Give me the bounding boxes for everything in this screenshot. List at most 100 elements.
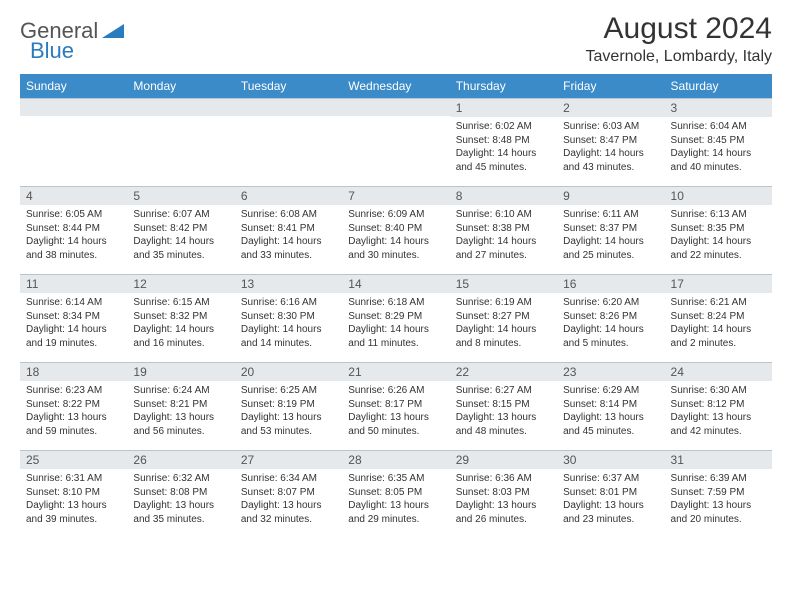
- daylight-text: Daylight: 14 hours and 35 minutes.: [133, 235, 228, 262]
- sunset-text: Sunset: 8:01 PM: [563, 486, 658, 500]
- calendar-week-row: 11Sunrise: 6:14 AMSunset: 8:34 PMDayligh…: [20, 275, 772, 363]
- sunset-text: Sunset: 8:44 PM: [26, 222, 121, 236]
- day-cell: 22Sunrise: 6:27 AMSunset: 8:15 PMDayligh…: [450, 363, 557, 451]
- daylight-text: Daylight: 14 hours and 8 minutes.: [456, 323, 551, 350]
- day-cell: 16Sunrise: 6:20 AMSunset: 8:26 PMDayligh…: [557, 275, 664, 363]
- sunset-text: Sunset: 8:14 PM: [563, 398, 658, 412]
- empty-day-number: [235, 99, 342, 116]
- day-number: 22: [450, 363, 557, 381]
- day-details: Sunrise: 6:18 AMSunset: 8:29 PMDaylight:…: [342, 293, 449, 354]
- weekday-header: Friday: [557, 74, 664, 99]
- day-number: 28: [342, 451, 449, 469]
- daylight-text: Daylight: 14 hours and 43 minutes.: [563, 147, 658, 174]
- day-details: Sunrise: 6:04 AMSunset: 8:45 PMDaylight:…: [665, 117, 772, 178]
- daylight-text: Daylight: 13 hours and 56 minutes.: [133, 411, 228, 438]
- daylight-text: Daylight: 14 hours and 16 minutes.: [133, 323, 228, 350]
- weekday-header: Sunday: [20, 74, 127, 99]
- day-details: Sunrise: 6:39 AMSunset: 7:59 PMDaylight:…: [665, 469, 772, 530]
- sunrise-text: Sunrise: 6:32 AM: [133, 472, 228, 486]
- sunset-text: Sunset: 8:27 PM: [456, 310, 551, 324]
- daylight-text: Daylight: 13 hours and 50 minutes.: [348, 411, 443, 438]
- day-number: 6: [235, 187, 342, 205]
- day-cell: 25Sunrise: 6:31 AMSunset: 8:10 PMDayligh…: [20, 451, 127, 539]
- day-number: 20: [235, 363, 342, 381]
- sunrise-text: Sunrise: 6:08 AM: [241, 208, 336, 222]
- daylight-text: Daylight: 14 hours and 19 minutes.: [26, 323, 121, 350]
- day-cell: 5Sunrise: 6:07 AMSunset: 8:42 PMDaylight…: [127, 187, 234, 275]
- sunrise-text: Sunrise: 6:02 AM: [456, 120, 551, 134]
- sunrise-text: Sunrise: 6:39 AM: [671, 472, 766, 486]
- daylight-text: Daylight: 14 hours and 27 minutes.: [456, 235, 551, 262]
- sunrise-text: Sunrise: 6:05 AM: [26, 208, 121, 222]
- day-number: 17: [665, 275, 772, 293]
- weekday-header: Wednesday: [342, 74, 449, 99]
- day-number: 27: [235, 451, 342, 469]
- sunrise-text: Sunrise: 6:11 AM: [563, 208, 658, 222]
- sunset-text: Sunset: 8:42 PM: [133, 222, 228, 236]
- sunrise-text: Sunrise: 6:07 AM: [133, 208, 228, 222]
- day-details: Sunrise: 6:09 AMSunset: 8:40 PMDaylight:…: [342, 205, 449, 266]
- sunset-text: Sunset: 8:07 PM: [241, 486, 336, 500]
- sunrise-text: Sunrise: 6:34 AM: [241, 472, 336, 486]
- sunset-text: Sunset: 8:19 PM: [241, 398, 336, 412]
- day-details: Sunrise: 6:27 AMSunset: 8:15 PMDaylight:…: [450, 381, 557, 442]
- sunrise-text: Sunrise: 6:21 AM: [671, 296, 766, 310]
- daylight-text: Daylight: 13 hours and 59 minutes.: [26, 411, 121, 438]
- day-cell: 24Sunrise: 6:30 AMSunset: 8:12 PMDayligh…: [665, 363, 772, 451]
- weekday-header: Saturday: [665, 74, 772, 99]
- sunrise-text: Sunrise: 6:31 AM: [26, 472, 121, 486]
- sunrise-text: Sunrise: 6:16 AM: [241, 296, 336, 310]
- daylight-text: Daylight: 14 hours and 40 minutes.: [671, 147, 766, 174]
- daylight-text: Daylight: 13 hours and 39 minutes.: [26, 499, 121, 526]
- day-number: 24: [665, 363, 772, 381]
- sunrise-text: Sunrise: 6:18 AM: [348, 296, 443, 310]
- day-details: Sunrise: 6:02 AMSunset: 8:48 PMDaylight:…: [450, 117, 557, 178]
- sunset-text: Sunset: 8:17 PM: [348, 398, 443, 412]
- sunset-text: Sunset: 8:22 PM: [26, 398, 121, 412]
- empty-day-number: [127, 99, 234, 116]
- day-cell: 12Sunrise: 6:15 AMSunset: 8:32 PMDayligh…: [127, 275, 234, 363]
- daylight-text: Daylight: 13 hours and 26 minutes.: [456, 499, 551, 526]
- day-details: Sunrise: 6:36 AMSunset: 8:03 PMDaylight:…: [450, 469, 557, 530]
- day-cell: 18Sunrise: 6:23 AMSunset: 8:22 PMDayligh…: [20, 363, 127, 451]
- day-details: Sunrise: 6:32 AMSunset: 8:08 PMDaylight:…: [127, 469, 234, 530]
- sunrise-text: Sunrise: 6:14 AM: [26, 296, 121, 310]
- day-details: Sunrise: 6:11 AMSunset: 8:37 PMDaylight:…: [557, 205, 664, 266]
- day-cell: 6 Sunrise: 6:08 AMSunset: 8:41 PMDaylight…: [235, 187, 342, 275]
- daylight-text: Daylight: 13 hours and 48 minutes.: [456, 411, 551, 438]
- day-details: Sunrise: 6:10 AMSunset: 8:38 PMDaylight:…: [450, 205, 557, 266]
- sunset-text: Sunset: 8:15 PM: [456, 398, 551, 412]
- sunrise-text: Sunrise: 6:36 AM: [456, 472, 551, 486]
- sunset-text: Sunset: 8:05 PM: [348, 486, 443, 500]
- day-details: Sunrise: 6:23 AMSunset: 8:22 PMDaylight:…: [20, 381, 127, 442]
- sunset-text: Sunset: 8:12 PM: [671, 398, 766, 412]
- sunrise-text: Sunrise: 6:10 AM: [456, 208, 551, 222]
- day-cell: 2Sunrise: 6:03 AMSunset: 8:47 PMDaylight…: [557, 99, 664, 187]
- daylight-text: Daylight: 13 hours and 35 minutes.: [133, 499, 228, 526]
- day-cell: 29Sunrise: 6:36 AMSunset: 8:03 PMDayligh…: [450, 451, 557, 539]
- daylight-text: Daylight: 13 hours and 23 minutes.: [563, 499, 658, 526]
- day-details: Sunrise: 6:30 AMSunset: 8:12 PMDaylight:…: [665, 381, 772, 442]
- day-number: 13: [235, 275, 342, 293]
- day-details: Sunrise: 6:34 AMSunset: 8:07 PMDaylight:…: [235, 469, 342, 530]
- weekday-header-row: Sunday Monday Tuesday Wednesday Thursday…: [20, 74, 772, 99]
- sunrise-text: Sunrise: 6:29 AM: [563, 384, 658, 398]
- daylight-text: Daylight: 14 hours and 22 minutes.: [671, 235, 766, 262]
- daylight-text: Daylight: 14 hours and 33 minutes.: [241, 235, 336, 262]
- day-details: Sunrise: 6:26 AMSunset: 8:17 PMDaylight:…: [342, 381, 449, 442]
- day-number: 23: [557, 363, 664, 381]
- empty-day-number: [342, 99, 449, 116]
- day-number: 2: [557, 99, 664, 117]
- sunset-text: Sunset: 8:32 PM: [133, 310, 228, 324]
- day-number: 11: [20, 275, 127, 293]
- title-block: August 2024 Tavernole, Lombardy, Italy: [586, 12, 772, 66]
- sunset-text: Sunset: 8:34 PM: [26, 310, 121, 324]
- weekday-header: Thursday: [450, 74, 557, 99]
- sunset-text: Sunset: 8:38 PM: [456, 222, 551, 236]
- day-details: Sunrise: 6:25 AMSunset: 8:19 PMDaylight:…: [235, 381, 342, 442]
- sunset-text: Sunset: 8:41 PM: [241, 222, 336, 236]
- day-cell: 15Sunrise: 6:19 AMSunset: 8:27 PMDayligh…: [450, 275, 557, 363]
- day-cell: 8Sunrise: 6:10 AMSunset: 8:38 PMDaylight…: [450, 187, 557, 275]
- calendar-week-row: 4Sunrise: 6:05 AMSunset: 8:44 PMDaylight…: [20, 187, 772, 275]
- day-cell: 28Sunrise: 6:35 AMSunset: 8:05 PMDayligh…: [342, 451, 449, 539]
